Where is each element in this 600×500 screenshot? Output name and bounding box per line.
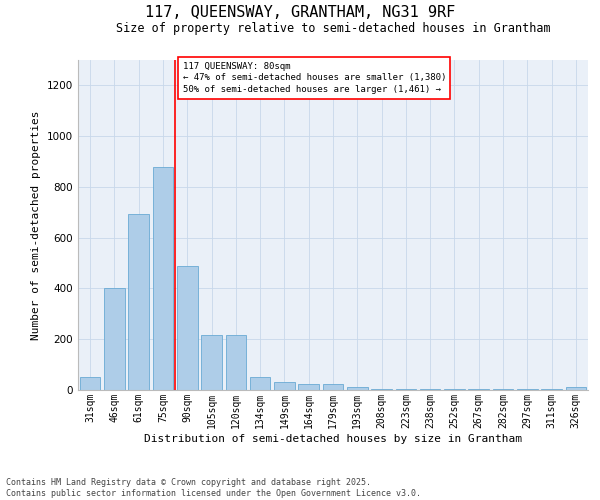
X-axis label: Distribution of semi-detached houses by size in Grantham: Distribution of semi-detached houses by … xyxy=(144,434,522,444)
Bar xyxy=(323,384,343,390)
Text: 117 QUEENSWAY: 80sqm
← 47% of semi-detached houses are smaller (1,380)
50% of se: 117 QUEENSWAY: 80sqm ← 47% of semi-detac… xyxy=(182,62,446,94)
Bar xyxy=(104,288,125,390)
Bar xyxy=(420,388,440,390)
Bar xyxy=(371,388,392,390)
Bar xyxy=(298,384,319,390)
Bar xyxy=(444,388,465,390)
Text: 117, QUEENSWAY, GRANTHAM, NG31 9RF: 117, QUEENSWAY, GRANTHAM, NG31 9RF xyxy=(145,5,455,20)
Bar xyxy=(201,336,222,390)
Bar xyxy=(274,382,295,390)
Text: Contains HM Land Registry data © Crown copyright and database right 2025.
Contai: Contains HM Land Registry data © Crown c… xyxy=(6,478,421,498)
Bar xyxy=(250,378,271,390)
Bar xyxy=(469,388,489,390)
Bar xyxy=(128,214,149,390)
Bar xyxy=(80,378,100,390)
Bar xyxy=(226,336,246,390)
Bar xyxy=(177,266,197,390)
Title: Size of property relative to semi-detached houses in Grantham: Size of property relative to semi-detach… xyxy=(116,22,550,35)
Bar xyxy=(566,388,586,390)
Bar xyxy=(347,388,368,390)
Bar xyxy=(395,388,416,390)
Bar xyxy=(152,166,173,390)
Y-axis label: Number of semi-detached properties: Number of semi-detached properties xyxy=(31,110,41,340)
